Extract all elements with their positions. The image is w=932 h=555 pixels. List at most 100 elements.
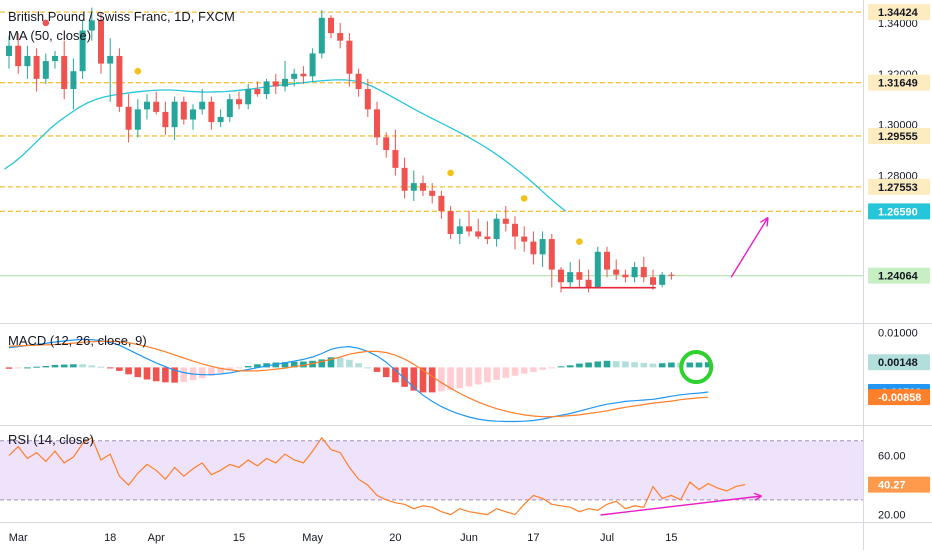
level-price-label[interactable]: 1.31649	[868, 74, 930, 91]
rsi-pane[interactable]	[0, 436, 863, 516]
candle[interactable]	[15, 33, 22, 74]
candle[interactable]	[392, 129, 399, 176]
signal-line[interactable]	[8, 340, 709, 418]
level-price-label[interactable]: 1.27553	[868, 178, 930, 195]
candle[interactable]	[254, 81, 261, 97]
rsi-value-label[interactable]: 40.27	[868, 476, 930, 493]
macd-value-label[interactable]: -0.00858	[868, 389, 930, 406]
candle[interactable]	[328, 15, 334, 39]
price-axis[interactable]: 1.340001.320001.300001.280001.344241.316…	[868, 4, 930, 522]
candle[interactable]	[180, 96, 187, 125]
candle[interactable]	[263, 78, 270, 100]
rsi-line[interactable]	[8, 436, 746, 516]
time-axis-tick: Mar	[9, 532, 28, 544]
candle[interactable]	[33, 48, 40, 92]
candle[interactable]	[558, 267, 564, 293]
candle[interactable]	[107, 38, 114, 102]
candle[interactable]	[622, 269, 629, 283]
candle[interactable]	[171, 96, 178, 140]
candle[interactable]	[226, 94, 233, 123]
candle[interactable]	[548, 233, 555, 288]
candle[interactable]	[604, 246, 610, 278]
candle[interactable]	[420, 175, 426, 196]
candle[interactable]	[640, 256, 647, 283]
candle[interactable]	[401, 157, 408, 199]
candle[interactable]	[144, 94, 150, 120]
highlight-circle[interactable]	[679, 350, 714, 385]
ma-value-label[interactable]: 1.26590	[868, 203, 930, 220]
candle-body	[631, 267, 638, 278]
macd-pane[interactable]	[5, 338, 714, 423]
projection-arrow[interactable]	[730, 217, 769, 278]
candle[interactable]	[438, 190, 445, 219]
candle[interactable]	[364, 78, 371, 117]
candle-body	[604, 251, 610, 270]
candle[interactable]	[42, 53, 49, 84]
candle[interactable]	[88, 7, 95, 41]
candle[interactable]	[272, 73, 279, 95]
candle[interactable]	[659, 272, 666, 288]
candle[interactable]	[199, 89, 206, 115]
candle[interactable]	[374, 101, 380, 145]
rsi-divergence-arrow[interactable]	[600, 495, 762, 516]
candle[interactable]	[116, 48, 123, 112]
candle[interactable]	[300, 66, 307, 84]
candle[interactable]	[650, 269, 656, 290]
ma-50-line[interactable]	[4, 79, 567, 212]
time-axis[interactable]: Mar 18 Apr 15 May 20 Jun 17 Jul 15	[9, 532, 678, 544]
candle[interactable]	[594, 246, 601, 288]
candle[interactable]	[24, 45, 31, 79]
candle[interactable]	[153, 91, 160, 115]
candle[interactable]	[512, 216, 518, 250]
candle[interactable]	[410, 170, 417, 201]
candle[interactable]	[613, 259, 620, 280]
candle[interactable]	[125, 94, 132, 143]
candle[interactable]	[447, 206, 454, 240]
candle[interactable]	[190, 104, 196, 130]
candle[interactable]	[236, 91, 242, 110]
candle[interactable]	[631, 261, 638, 283]
candle[interactable]	[208, 96, 215, 130]
candle[interactable]	[79, 20, 86, 79]
candle[interactable]	[429, 183, 436, 204]
candle[interactable]	[466, 211, 472, 237]
candle[interactable]	[70, 58, 77, 110]
candle[interactable]	[484, 221, 491, 245]
candle[interactable]	[539, 231, 546, 268]
candle[interactable]	[383, 132, 390, 158]
candle[interactable]	[502, 206, 509, 232]
candle[interactable]	[456, 218, 463, 245]
candle[interactable]	[475, 218, 482, 240]
candle[interactable]	[521, 226, 528, 252]
macd-line[interactable]	[8, 338, 709, 423]
candle[interactable]	[134, 99, 141, 138]
candle[interactable]	[217, 109, 224, 128]
candle[interactable]	[282, 61, 288, 92]
candle[interactable]	[567, 261, 574, 288]
candle[interactable]	[493, 213, 500, 247]
candle[interactable]	[61, 40, 68, 100]
candle[interactable]	[585, 269, 592, 293]
candle[interactable]	[309, 48, 316, 82]
candle[interactable]	[245, 83, 252, 110]
candle[interactable]	[355, 68, 362, 97]
level-price-label[interactable]: 1.34424	[868, 4, 930, 21]
candle[interactable]	[576, 259, 583, 288]
candle[interactable]	[530, 231, 537, 265]
price-pane[interactable]	[0, 7, 863, 293]
candle[interactable]	[346, 33, 353, 87]
candle[interactable]	[668, 272, 675, 280]
candle[interactable]	[162, 101, 169, 135]
candle[interactable]	[52, 50, 58, 69]
current-price-label[interactable]: 1.24064	[868, 267, 930, 284]
level-price-label[interactable]: 1.29555	[868, 127, 930, 144]
macd-value-label[interactable]: 0.00148	[868, 354, 930, 371]
candle[interactable]	[6, 35, 12, 69]
candle[interactable]	[337, 22, 344, 49]
candle[interactable]	[291, 68, 298, 87]
candle[interactable]	[98, 12, 104, 74]
candle[interactable]	[318, 10, 325, 59]
